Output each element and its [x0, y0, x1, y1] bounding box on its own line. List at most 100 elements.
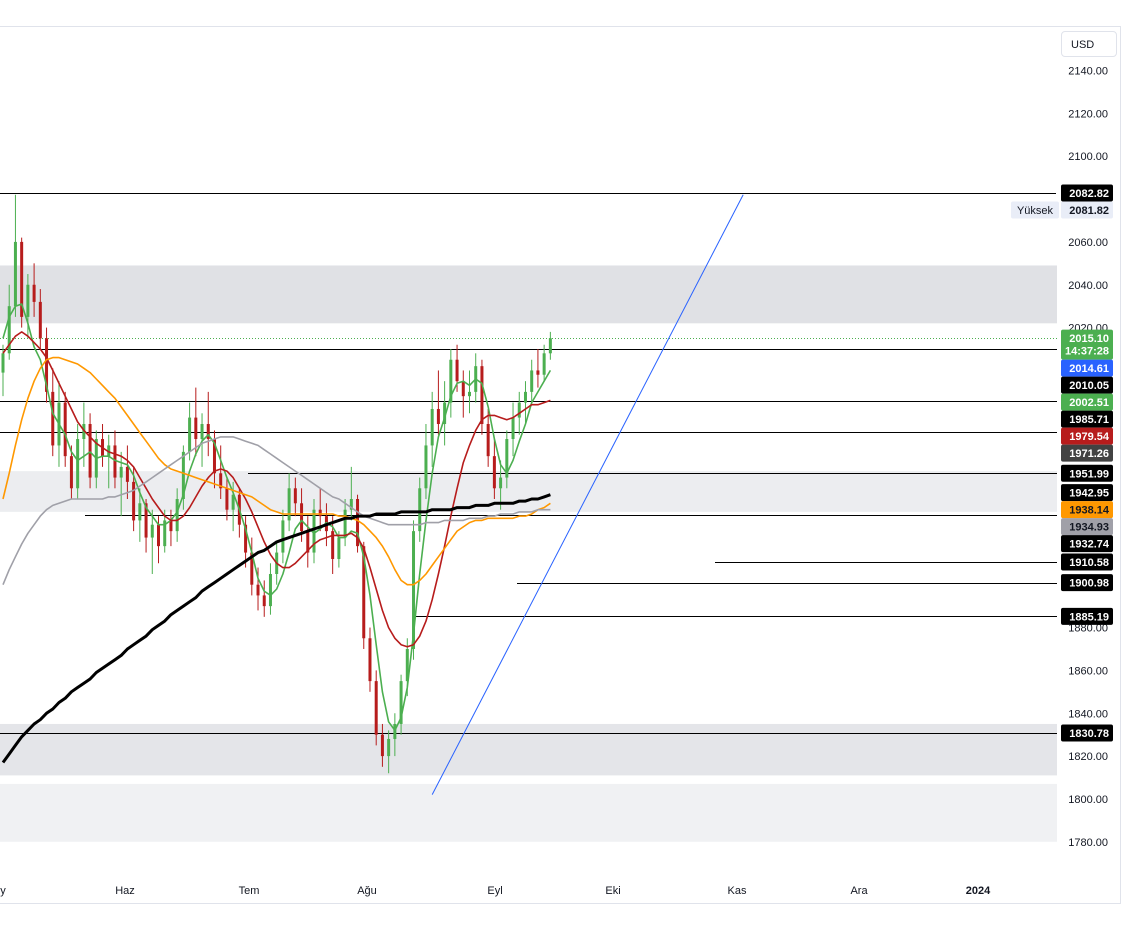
candle[interactable] [486, 409, 490, 467]
candle[interactable] [436, 370, 440, 435]
candle[interactable] [225, 477, 229, 521]
candle[interactable] [175, 488, 179, 542]
candle[interactable] [38, 289, 42, 350]
candle[interactable] [150, 509, 154, 574]
candle[interactable] [318, 488, 322, 532]
price-tag: 1942.95 [1061, 484, 1113, 502]
price-tag-bg [1061, 724, 1113, 742]
candle[interactable] [331, 516, 335, 574]
candle[interactable] [461, 370, 465, 418]
candle[interactable] [499, 460, 503, 510]
candle[interactable] [13, 194, 17, 317]
candle[interactable] [1, 344, 5, 397]
candle[interactable] [206, 391, 210, 457]
candle[interactable] [250, 537, 254, 596]
candle-body [530, 370, 534, 392]
candle[interactable] [312, 499, 316, 564]
candle[interactable] [418, 477, 422, 542]
price-tag: 2010.05 [1061, 376, 1113, 394]
candle[interactable] [536, 349, 540, 388]
candle-body [7, 306, 11, 354]
candle[interactable] [169, 509, 173, 547]
candle-body [436, 409, 440, 425]
candle-body [356, 499, 360, 547]
candle[interactable] [542, 344, 546, 382]
candle[interactable] [548, 331, 552, 360]
candle[interactable] [505, 430, 509, 489]
candle[interactable] [194, 387, 198, 457]
candle[interactable] [387, 730, 391, 774]
price-axis[interactable]: 2140.002120.002100.002060.002040.002020.… [1068, 66, 1108, 849]
candle[interactable] [399, 674, 403, 735]
candle[interactable] [256, 567, 260, 611]
candle[interactable] [20, 237, 24, 328]
candle[interactable] [32, 263, 36, 317]
candle[interactable] [76, 424, 80, 499]
candle[interactable] [468, 370, 471, 414]
candle[interactable] [424, 424, 428, 499]
candle[interactable] [107, 434, 111, 489]
candle-body [256, 584, 260, 596]
candle[interactable] [368, 627, 372, 692]
candle[interactable] [443, 381, 447, 446]
moving-averages-layer [1, 303, 552, 764]
candle-body [125, 466, 129, 482]
candle-body [337, 537, 341, 559]
candle[interactable] [523, 381, 527, 425]
candle-body [387, 738, 391, 757]
candle[interactable] [380, 723, 384, 767]
candle[interactable] [113, 430, 117, 489]
price-tag: 2002.51 [1061, 393, 1113, 411]
candle[interactable] [306, 516, 310, 568]
trendline-layer[interactable] [431, 194, 744, 795]
candle-body [293, 488, 297, 504]
price-tag: 1985.71 [1061, 410, 1113, 428]
candle-body [492, 456, 496, 489]
time-axis[interactable]: y Haz Tem Ağu Eyl Eki Kas Ara 2024 [0, 885, 991, 897]
candle[interactable] [212, 430, 216, 489]
currency-label: USD [1071, 39, 1095, 51]
candle[interactable] [219, 445, 223, 499]
candle[interactable] [45, 327, 49, 403]
candle-body [175, 499, 179, 532]
candle[interactable] [449, 349, 453, 418]
price-tag-value: 1900.98 [1069, 578, 1109, 590]
candle[interactable] [430, 391, 434, 467]
candle[interactable] [26, 274, 30, 339]
candle-body [38, 301, 42, 339]
trendline[interactable] [431, 194, 744, 795]
candle[interactable] [262, 580, 266, 617]
candle[interactable] [393, 713, 397, 757]
candle[interactable] [480, 359, 484, 435]
currency-selector[interactable]: USD [1061, 31, 1117, 57]
candle[interactable] [530, 359, 534, 403]
price-tag-value: 1951.99 [1069, 468, 1109, 480]
candle[interactable] [188, 402, 192, 461]
candle-body [132, 481, 136, 521]
candle[interactable] [69, 445, 73, 499]
candle[interactable] [281, 509, 285, 564]
candles-layer[interactable] [1, 194, 552, 774]
supply-demand-zone[interactable] [0, 783, 1057, 842]
candle[interactable] [374, 670, 378, 746]
price-tag-bg [1061, 501, 1113, 519]
candle[interactable] [356, 494, 360, 553]
candle[interactable] [138, 488, 142, 542]
candle[interactable] [287, 473, 291, 532]
candle[interactable] [244, 516, 248, 568]
candle[interactable] [268, 563, 272, 615]
supply-demand-zone[interactable] [0, 471, 1057, 512]
supply-demand-zone[interactable] [0, 723, 1057, 776]
candle[interactable] [492, 439, 496, 499]
price-tick-label: 2120.00 [1068, 108, 1108, 120]
candle[interactable] [293, 477, 297, 517]
candle[interactable] [88, 413, 92, 489]
supply-demand-zone[interactable] [0, 265, 1057, 324]
candle[interactable] [349, 466, 353, 521]
candle[interactable] [125, 445, 129, 499]
candle[interactable] [63, 391, 67, 467]
candle[interactable] [7, 284, 11, 360]
candle[interactable] [511, 402, 515, 457]
